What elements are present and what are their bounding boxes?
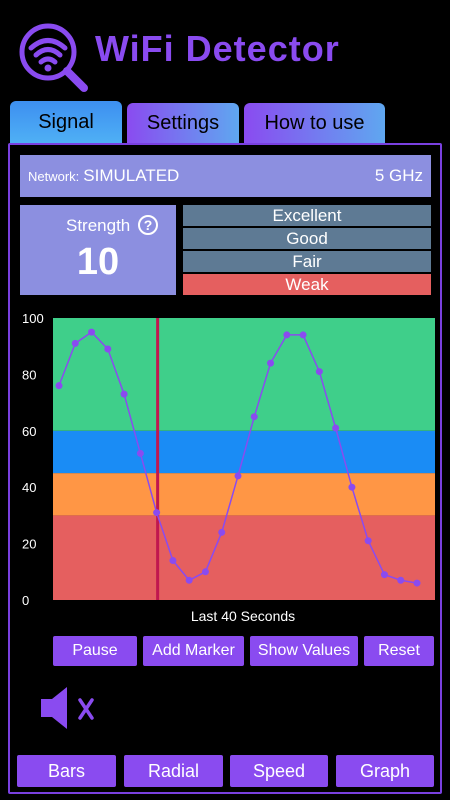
network-name: SIMULATED: [83, 166, 180, 185]
signal-panel: [8, 143, 442, 794]
data-point: [348, 483, 356, 491]
zone-weak: [53, 515, 435, 600]
data-point: [413, 579, 421, 587]
network-label: Network:: [28, 168, 80, 184]
data-point: [185, 576, 193, 584]
data-point: [71, 339, 79, 347]
view-speed-button[interactable]: Speed: [230, 755, 328, 787]
data-point: [136, 449, 144, 457]
quality-levels: Excellent Good Fair Weak: [183, 205, 431, 295]
zone-excellent: [53, 318, 435, 431]
data-point: [104, 345, 112, 353]
add-marker-button[interactable]: Add Marker: [143, 636, 244, 666]
view-radial-button[interactable]: Radial: [124, 755, 223, 787]
data-point: [88, 328, 96, 336]
level-good: Good: [183, 228, 431, 249]
zone-fair: [53, 473, 435, 516]
y-tick-label: 0: [22, 593, 29, 608]
data-point: [201, 568, 209, 576]
data-point: [364, 537, 372, 545]
app-header: WiFi Detector: [0, 0, 450, 100]
data-point: [250, 413, 258, 421]
signal-chart: 0 20 40 60 80 100 Last 40 Seconds: [22, 311, 435, 624]
pause-button[interactable]: Pause: [53, 636, 137, 666]
strength-label: Strength: [66, 216, 131, 235]
y-tick-label: 60: [22, 424, 36, 439]
view-graph-button[interactable]: Graph: [336, 755, 434, 787]
strength-box: Strength ? 10: [20, 205, 176, 295]
data-point: [234, 472, 242, 480]
level-weak: Weak: [183, 274, 431, 295]
data-point: [315, 368, 323, 376]
network-band: 5 GHz: [374, 166, 423, 185]
network-bar: Network: SIMULATED 5 GHz: [20, 155, 431, 197]
data-point: [283, 331, 291, 339]
help-circle-icon[interactable]: ?: [138, 215, 158, 235]
data-point: [218, 528, 226, 536]
data-point: [55, 382, 63, 390]
data-point: [380, 571, 388, 579]
speaker-muted-icon[interactable]: [38, 683, 98, 733]
data-point: [120, 390, 128, 398]
data-point: [169, 557, 177, 565]
reset-button[interactable]: Reset: [364, 636, 434, 666]
wifi-search-icon: [19, 23, 88, 92]
tab-signal[interactable]: Signal: [10, 101, 122, 143]
data-point: [153, 509, 161, 517]
level-fair: Fair: [183, 251, 431, 272]
app-title: WiFi Detector: [95, 28, 340, 69]
y-tick-label: 80: [22, 367, 36, 382]
view-bars-button[interactable]: Bars: [17, 755, 116, 787]
data-point: [397, 576, 405, 584]
data-point: [332, 424, 340, 432]
y-tick-label: 100: [22, 311, 44, 326]
tab-settings[interactable]: Settings: [127, 103, 239, 143]
level-excellent: Excellent: [183, 205, 431, 226]
strength-value: 10: [76, 241, 120, 283]
tab-how-to-use[interactable]: How to use: [244, 103, 385, 143]
x-axis-label: Last 40 Seconds: [191, 608, 295, 624]
y-tick-label: 20: [22, 537, 36, 552]
show-values-button[interactable]: Show Values: [250, 636, 358, 666]
y-tick-label: 40: [22, 480, 36, 495]
data-point: [299, 331, 307, 339]
data-point: [267, 359, 275, 367]
